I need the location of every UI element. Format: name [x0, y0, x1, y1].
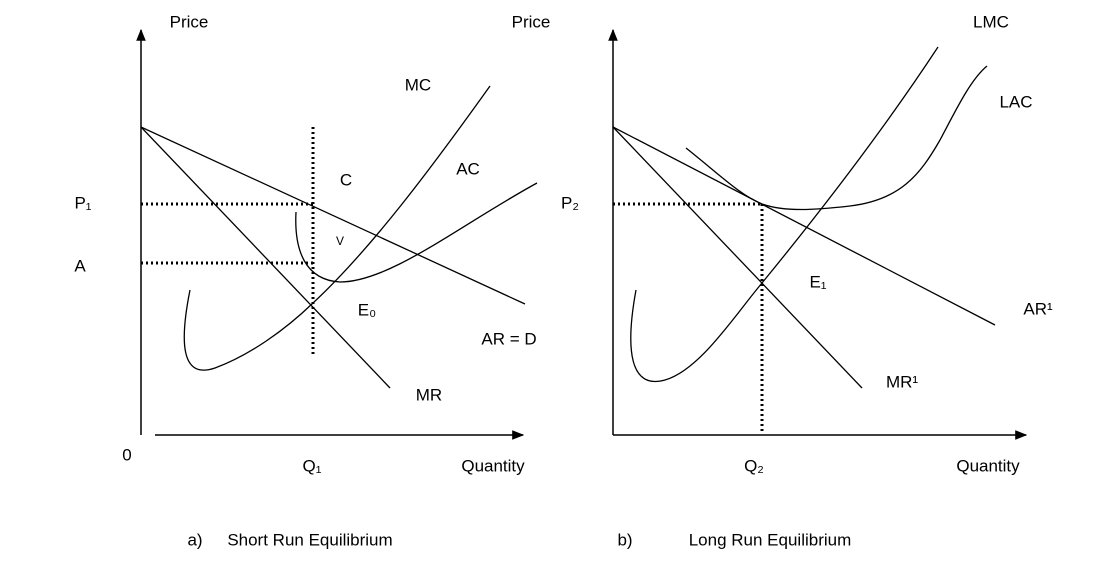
caption: Short Run Equilibrium: [227, 530, 392, 549]
point-label: V: [336, 234, 344, 248]
caption-marker: b): [617, 530, 632, 549]
curve-label: AR¹: [1023, 299, 1053, 318]
quantity-label: Q₂: [744, 456, 764, 475]
panel-short-run: Price MC AC C V P₁ A E₀ AR = D MR 0 Q₁ Q…: [74, 12, 538, 549]
point-label: C: [340, 170, 352, 189]
origin-label: 0: [122, 445, 131, 464]
curve-label: AR = D: [481, 329, 536, 348]
lac-curve: [685, 65, 988, 211]
lmc-curve: [630, 46, 939, 383]
caption-marker: a): [187, 530, 202, 549]
price-label: P₂: [561, 193, 579, 212]
y-axis-label: Price: [170, 12, 209, 31]
x-axis-label: Quantity: [956, 456, 1020, 475]
quantity-label: Q₁: [303, 456, 322, 475]
ar-curve: [612, 126, 996, 326]
curve-label: LMC: [973, 12, 1009, 31]
curve-label: AC: [456, 159, 480, 178]
x-axis-label: Quantity: [461, 456, 525, 475]
point-label: E₀: [358, 300, 376, 319]
curve-label: MR¹: [886, 372, 918, 391]
mr-curve: [612, 126, 863, 389]
curve-label: MR: [416, 385, 442, 404]
point-label: E₁: [809, 272, 826, 291]
mr-curve: [140, 126, 391, 389]
ar-curve: [140, 126, 526, 305]
curve-label: MC: [405, 75, 431, 94]
caption: Long Run Equilibrium: [689, 530, 852, 549]
ac-curve: [295, 182, 538, 283]
curve-label: LAC: [999, 92, 1032, 111]
price-label: P₁: [74, 193, 91, 212]
panel-long-run: Price LMC LAC P₂ E₁ AR¹ MR¹ Q₂ Quantity …: [512, 12, 1053, 549]
cost-label: A: [74, 256, 86, 275]
mc-curve: [183, 85, 491, 371]
y-axis-label: Price: [512, 12, 551, 31]
